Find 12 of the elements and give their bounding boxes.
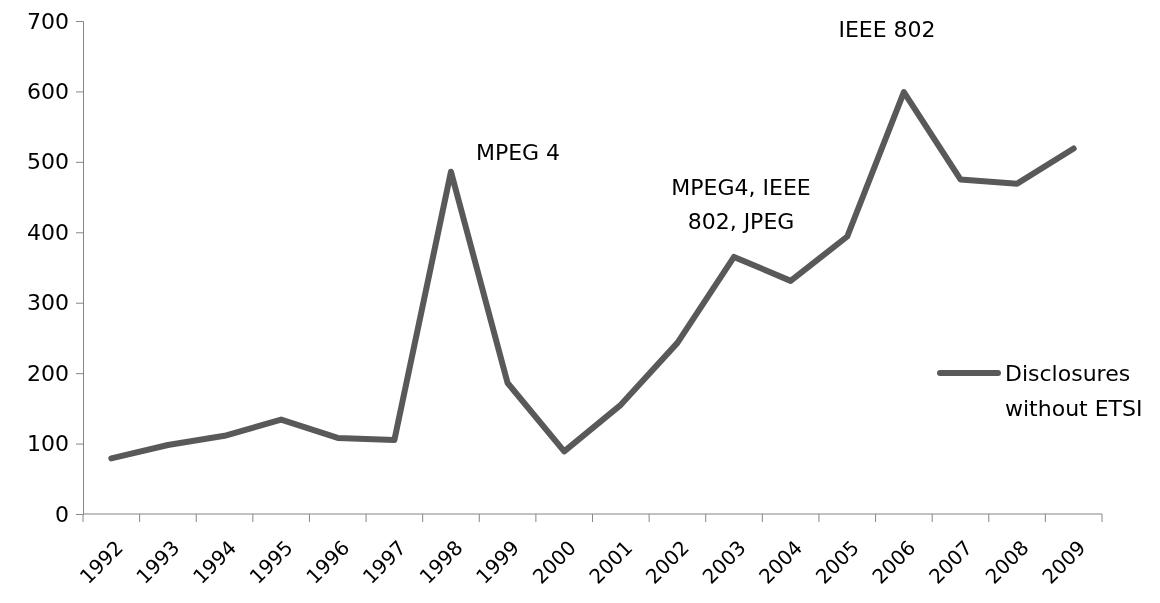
y-tick-label: 0	[55, 501, 69, 527]
y-tick-label: 200	[27, 360, 69, 386]
annotation: MPEG 4	[475, 140, 561, 165]
legend-label: Disclosures without ETSI	[1005, 361, 1143, 421]
y-tick-label: 400	[27, 219, 69, 245]
annotation: IEEE 802	[838, 17, 936, 42]
y-tick-label: 300	[27, 290, 69, 316]
y-tick-label: 600	[27, 78, 69, 104]
y-tick-label: 100	[27, 431, 69, 457]
y-tick-label: 500	[27, 149, 69, 175]
y-tick-label: 700	[27, 8, 69, 34]
annotation: MPEG4, IEEE 802, JPEG	[671, 175, 811, 234]
